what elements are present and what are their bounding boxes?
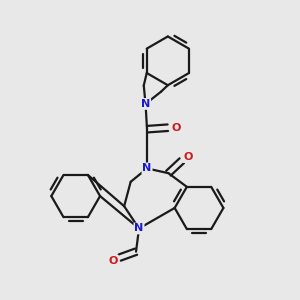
Text: N: N (134, 224, 144, 233)
Text: O: O (171, 123, 181, 133)
Text: N: N (142, 164, 152, 173)
Text: O: O (184, 152, 193, 162)
Text: N: N (141, 99, 150, 109)
Text: O: O (109, 256, 118, 266)
